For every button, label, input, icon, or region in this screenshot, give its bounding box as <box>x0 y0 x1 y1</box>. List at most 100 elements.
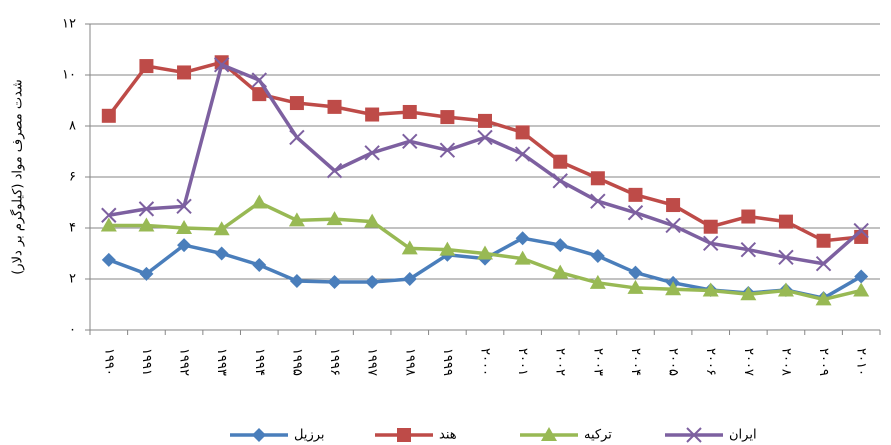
data-point <box>289 129 305 146</box>
legend-marker <box>397 428 411 442</box>
data-point <box>402 272 417 286</box>
legend: برزیل هند ترکیه ایران <box>230 427 757 443</box>
data-point <box>439 241 456 256</box>
data-point <box>214 246 229 261</box>
legend-label: برزیل <box>294 428 325 443</box>
data-point <box>326 162 343 179</box>
data-point <box>816 233 831 248</box>
legend-label: هند <box>439 428 457 443</box>
data-point <box>627 279 644 294</box>
x-tick-label: ۲۰۰۲ <box>553 348 568 376</box>
x-tick-label: ۲۰۰۱ <box>515 348 530 376</box>
data-point <box>815 255 832 272</box>
data-point <box>777 282 794 297</box>
data-point <box>252 257 267 272</box>
x-tick-label: ۲۰۰۵ <box>666 348 681 376</box>
data-point <box>213 57 230 73</box>
data-point <box>552 173 568 189</box>
x-tick-label: ۱۹۹۷ <box>365 348 380 376</box>
data-point <box>139 59 154 74</box>
data-point <box>364 213 381 228</box>
x-tick-label: ۲۰۰۹ <box>816 348 831 376</box>
y-tick-label: ۶ <box>69 170 76 185</box>
data-point <box>439 142 456 158</box>
data-point <box>401 240 418 255</box>
data-point <box>666 198 681 213</box>
y-tick-label: ۱۲ <box>62 17 76 32</box>
data-point <box>327 275 342 290</box>
data-point <box>365 107 380 122</box>
data-point <box>740 286 757 301</box>
x-tick-label: ۲۰۰۸ <box>778 348 793 376</box>
x-tick-label: ۲۰۰۰ <box>478 348 493 376</box>
legend-marker <box>686 427 702 443</box>
data-point <box>477 245 493 260</box>
x-tick-label: ۲۰۰۴ <box>628 348 643 376</box>
y-tick-label: ۱۰ <box>62 68 76 83</box>
legend-label: ایران <box>729 428 757 443</box>
x-tick-label: ۱۹۹۲ <box>177 348 192 376</box>
data-point <box>703 219 718 234</box>
data-point <box>478 113 492 128</box>
data-point <box>365 275 380 290</box>
data-point <box>703 235 719 252</box>
x-tick-label: ۱۹۹۰ <box>101 348 116 376</box>
data-point <box>176 220 193 234</box>
legend-marker <box>541 427 557 441</box>
data-point <box>590 171 605 186</box>
data-point <box>251 72 267 88</box>
y-axis-label: شدت مصرف مواد (کیلوگرم بر دلار) <box>10 79 26 275</box>
data-point <box>177 238 192 253</box>
data-point <box>364 145 380 161</box>
data-point <box>741 209 756 224</box>
data-point <box>740 241 757 258</box>
data-point <box>101 207 117 223</box>
data-point <box>139 266 154 281</box>
data-point <box>854 269 869 284</box>
data-point <box>627 204 644 221</box>
x-tick-label: ۱۹۹۴ <box>252 348 267 376</box>
data-point <box>665 217 681 234</box>
y-tick-label: ۸ <box>69 119 76 134</box>
x-tick-label: ۲۰۱۰ <box>854 348 869 376</box>
data-point <box>514 146 531 162</box>
data-point <box>702 282 719 297</box>
data-point <box>477 129 493 146</box>
data-point <box>628 187 643 202</box>
data-point <box>552 264 569 279</box>
legend-label: ترکیه <box>584 428 612 443</box>
data-point <box>815 291 832 306</box>
data-point <box>138 217 155 232</box>
data-point <box>628 265 643 280</box>
data-point <box>327 99 342 114</box>
data-point <box>515 125 530 140</box>
data-point <box>101 108 116 123</box>
data-point <box>251 194 268 209</box>
data-point <box>402 133 418 150</box>
data-point <box>326 211 343 226</box>
data-point <box>402 104 417 119</box>
data-point <box>288 212 305 227</box>
data-point <box>177 65 192 80</box>
data-point <box>778 249 794 266</box>
legend-marker <box>252 428 266 442</box>
data-point <box>100 217 117 232</box>
data-point <box>589 274 606 289</box>
data-point <box>289 96 304 111</box>
data-point <box>778 214 793 229</box>
y-tick-label: ۴ <box>69 221 76 236</box>
x-tick-label: ۲۰۰۳ <box>590 348 605 376</box>
y-tick-label: ۲ <box>69 272 76 287</box>
x-tick-label: ۱۹۹۶ <box>327 348 342 376</box>
data-point <box>101 252 116 267</box>
data-point <box>252 87 267 102</box>
data-point <box>514 250 531 265</box>
x-tick-label: ۱۹۹۸ <box>402 348 417 376</box>
data-point <box>853 282 870 297</box>
data-point <box>515 231 530 246</box>
data-point <box>665 281 682 296</box>
x-tick-label: ۲۰۰۷ <box>741 348 756 376</box>
x-tick-label: ۱۹۹۵ <box>289 348 304 376</box>
x-tick-label: ۱۹۹۱ <box>139 348 154 376</box>
